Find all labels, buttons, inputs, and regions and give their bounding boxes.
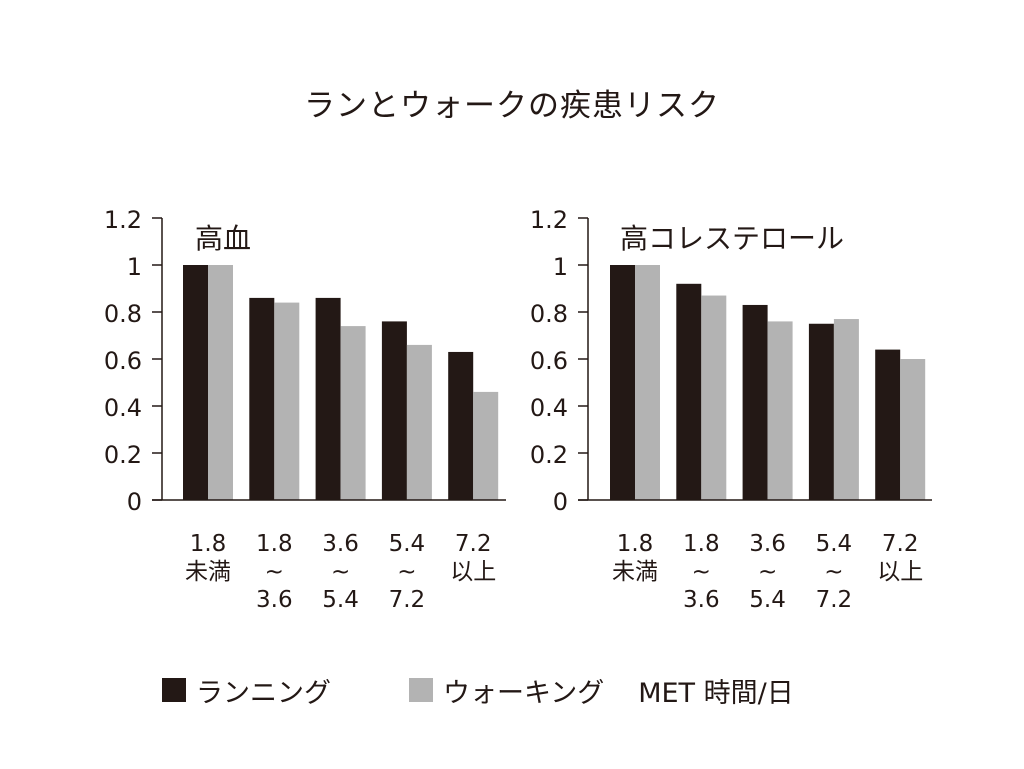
x-tick-label: 1.8 bbox=[617, 531, 654, 557]
bar-walking-3 bbox=[340, 326, 366, 500]
bar-running-2 bbox=[676, 283, 702, 500]
y-tick-label: 1 bbox=[553, 253, 568, 281]
legend: ランニング ウォーキング MET 時間/日 bbox=[162, 668, 794, 712]
bar-running-1 bbox=[610, 265, 635, 500]
x-tick-label: 7.2 bbox=[882, 531, 919, 557]
x-tick-label: ~ bbox=[331, 559, 350, 585]
y-tick-label: 1.2 bbox=[530, 206, 568, 234]
bar-running-3 bbox=[315, 297, 341, 500]
legend-label-walking: ウォーキング bbox=[443, 677, 605, 709]
bar-walking-2 bbox=[274, 302, 300, 500]
y-tick-label: 0 bbox=[553, 488, 568, 516]
legend-swatch-walking bbox=[409, 678, 433, 702]
chart-panel-2: 00.20.40.60.811.2高コレステロール1.8未満1.8~3.63.6… bbox=[530, 206, 932, 613]
x-tick-label: 5.4 bbox=[389, 531, 426, 557]
panel-title: 高コレステロール bbox=[620, 222, 844, 255]
bar-walking-1 bbox=[635, 265, 660, 500]
bar-walking-4 bbox=[406, 344, 432, 500]
y-tick-label: 0.4 bbox=[530, 394, 568, 422]
x-tick-label: 3.6 bbox=[322, 531, 359, 557]
x-tick-label: 7.2 bbox=[455, 531, 492, 557]
x-tick-label: 未満 bbox=[612, 559, 658, 585]
chart-title: ランとウォークの疾患リスク bbox=[304, 88, 720, 124]
x-tick-label: 5.4 bbox=[749, 587, 786, 613]
x-tick-label: ~ bbox=[692, 559, 711, 585]
y-tick-label: 0.8 bbox=[104, 300, 142, 328]
bar-running-3 bbox=[742, 304, 768, 500]
bar-walking-1 bbox=[208, 265, 233, 500]
x-tick-label: 1.8 bbox=[683, 531, 720, 557]
y-tick-label: 0 bbox=[127, 488, 142, 516]
y-tick-label: 0.6 bbox=[530, 347, 568, 375]
bar-walking-2 bbox=[701, 295, 727, 500]
legend-item-walking: ウォーキング bbox=[409, 671, 604, 710]
y-tick-label: 0.6 bbox=[104, 347, 142, 375]
x-tick-label: 3.6 bbox=[683, 587, 720, 613]
x-tick-label: 1.8 bbox=[190, 531, 227, 557]
bar-walking-5 bbox=[473, 391, 499, 500]
legend-label-running: ランニング bbox=[196, 677, 331, 709]
y-tick-label: 0.2 bbox=[104, 441, 142, 469]
bar-running-4 bbox=[808, 323, 834, 500]
y-tick-label: 0.2 bbox=[530, 441, 568, 469]
legend-swatch-running bbox=[162, 678, 186, 702]
x-tick-label: 5.4 bbox=[816, 531, 853, 557]
legend-unit-label: MET 時間/日 bbox=[638, 677, 794, 709]
bar-running-5 bbox=[875, 349, 901, 500]
bar-walking-4 bbox=[833, 319, 859, 500]
x-tick-label: 3.6 bbox=[256, 587, 293, 613]
x-tick-label: ~ bbox=[397, 559, 416, 585]
x-tick-label: 1.8 bbox=[256, 531, 293, 557]
bar-running-2 bbox=[249, 297, 275, 500]
x-tick-label: ~ bbox=[758, 559, 777, 585]
panel-title: 高血 bbox=[195, 222, 251, 255]
chart-panel-1: 00.20.40.60.811.2高血1.8未満1.8~3.63.6~5.45.… bbox=[104, 206, 506, 613]
y-tick-label: 1.2 bbox=[104, 206, 142, 234]
x-tick-label: 3.6 bbox=[749, 531, 786, 557]
x-tick-label: ~ bbox=[824, 559, 843, 585]
x-tick-label: 以上 bbox=[450, 559, 496, 585]
x-tick-label: 以上 bbox=[877, 559, 923, 585]
y-tick-label: 0.4 bbox=[104, 394, 142, 422]
x-tick-label: 5.4 bbox=[322, 587, 359, 613]
bar-walking-3 bbox=[767, 321, 793, 500]
legend-item-running: ランニング bbox=[162, 671, 331, 710]
x-tick-label: 7.2 bbox=[816, 587, 853, 613]
bar-running-5 bbox=[448, 351, 474, 500]
bar-running-1 bbox=[183, 265, 208, 500]
y-tick-label: 0.8 bbox=[530, 300, 568, 328]
x-tick-label: ~ bbox=[265, 559, 284, 585]
bar-running-4 bbox=[381, 321, 407, 500]
y-tick-label: 1 bbox=[127, 253, 142, 281]
x-tick-label: 未満 bbox=[185, 559, 231, 585]
bar-walking-5 bbox=[900, 359, 926, 500]
x-tick-label: 7.2 bbox=[389, 587, 426, 613]
